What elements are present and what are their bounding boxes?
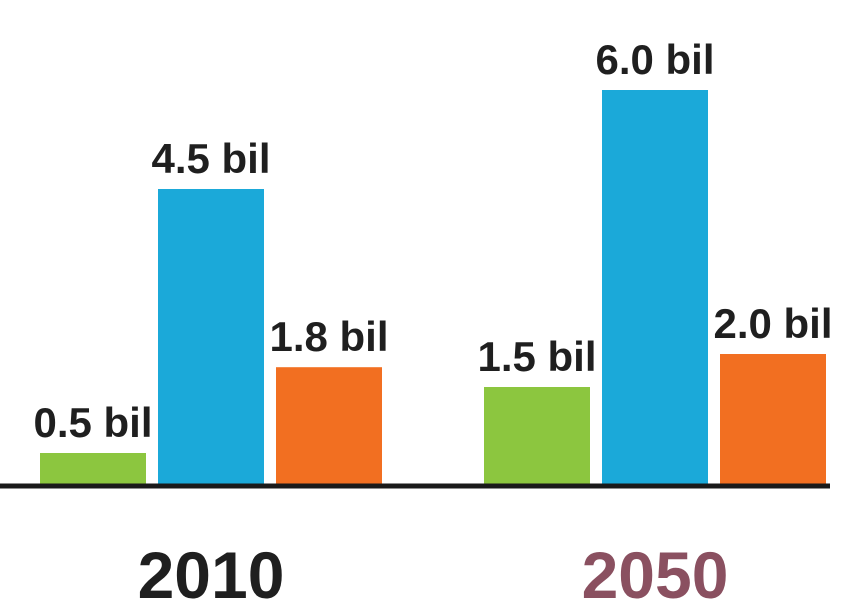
bars-layer: [40, 90, 826, 486]
category-label-2050: 2050: [582, 538, 729, 606]
bar-2050-3: [720, 354, 826, 486]
bar-value-label: 1.8 bil: [269, 313, 388, 360]
category-labels-layer: 2010 2050: [138, 538, 729, 606]
category-label-2010: 2010: [138, 538, 285, 606]
bar-value-label: 2.0 bil: [713, 300, 832, 347]
bar-2010-2: [158, 189, 264, 486]
bar-value-label: 6.0 bil: [595, 36, 714, 83]
bar-labels-layer: 0.5 bil 4.5 bil 1.8 bil 1.5 bil 6.0 bil 2.0 b…: [33, 36, 832, 446]
bar-value-label: 0.5 bil: [33, 399, 152, 446]
bar-2050-2: [602, 90, 708, 486]
bar-value-label: 1.5 bil: [477, 333, 596, 380]
bar-2010-3: [276, 367, 382, 486]
bar-value-label: 4.5 bil: [151, 135, 270, 182]
bar-2050-1: [484, 387, 590, 486]
bar-2010-1: [40, 453, 146, 486]
